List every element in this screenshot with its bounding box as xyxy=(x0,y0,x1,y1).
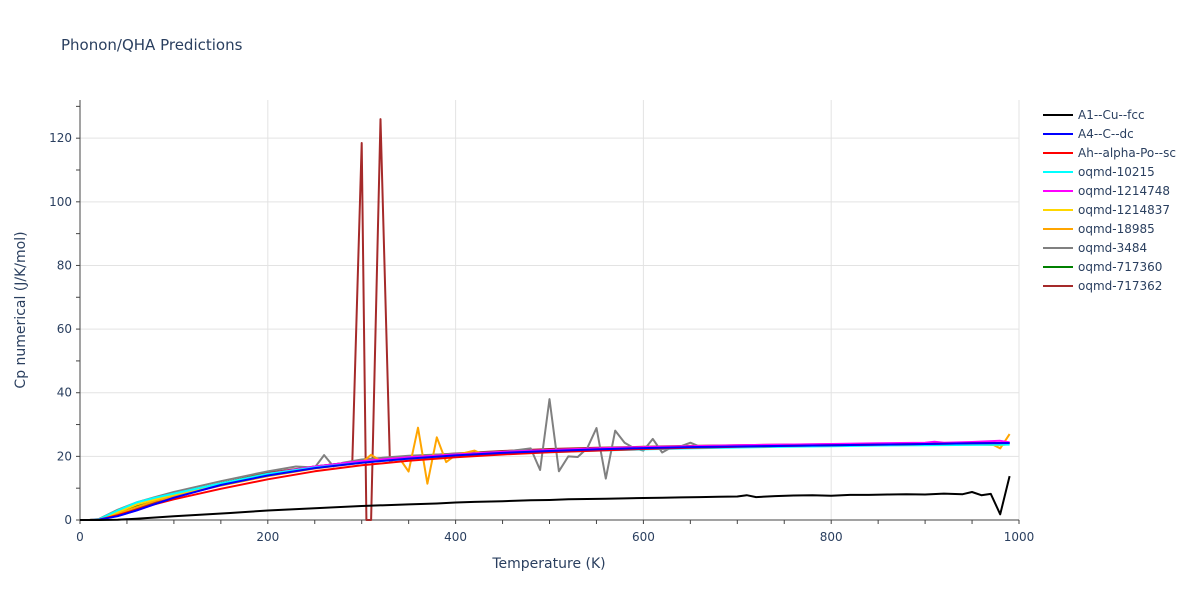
legend: A1--Cu--fcc A4--C--dc Ah--alpha-Po--sc oqmd… xyxy=(1043,108,1176,293)
grid xyxy=(80,100,1020,520)
y-tick-label: 60 xyxy=(57,322,72,336)
legend-label: oqmd-1214837 xyxy=(1078,203,1170,217)
series-line-oqmd-717362 xyxy=(80,118,1010,521)
x-tick-label: 600 xyxy=(632,530,655,544)
legend-item[interactable]: oqmd-717362 xyxy=(1043,279,1162,293)
y-tick-label: 100 xyxy=(49,195,72,209)
legend-item[interactable]: oqmd-717360 xyxy=(1043,260,1162,274)
y-tick-label: 80 xyxy=(57,258,72,272)
y-tick-label: 0 xyxy=(64,513,72,527)
legend-label: oqmd-18985 xyxy=(1078,222,1155,236)
y-tick-label: 40 xyxy=(57,386,72,400)
legend-item[interactable]: oqmd-10215 xyxy=(1043,165,1155,179)
y-tick-label: 120 xyxy=(49,131,72,145)
legend-label: oqmd-717362 xyxy=(1078,279,1162,293)
legend-item[interactable]: oqmd-1214837 xyxy=(1043,203,1170,217)
legend-label: oqmd-3484 xyxy=(1078,241,1147,255)
x-tick-label: 0 xyxy=(76,530,84,544)
x-axis-label: Temperature (K) xyxy=(491,556,605,572)
y-axis-label: Cp numerical (J/K/mol) xyxy=(13,231,29,388)
legend-item[interactable]: oqmd-1214748 xyxy=(1043,184,1170,198)
axes: 0 200 400 600 800 1000 0 20 40 60 80 100 120 xyxy=(49,100,1034,544)
legend-label: Ah--alpha-Po--sc xyxy=(1078,146,1176,160)
legend-item[interactable]: oqmd-18985 xyxy=(1043,222,1155,236)
series-group xyxy=(80,118,1011,521)
series-line-a1-cu-fcc xyxy=(80,475,1011,521)
x-tick-label: 1000 xyxy=(1004,530,1035,544)
legend-label: oqmd-1214748 xyxy=(1078,184,1170,198)
legend-item[interactable]: oqmd-3484 xyxy=(1043,241,1147,255)
x-tick-label: 200 xyxy=(256,530,279,544)
series-line-a4-c-dc xyxy=(80,442,1010,521)
y-tick-label: 20 xyxy=(57,449,72,463)
legend-label: oqmd-717360 xyxy=(1078,260,1162,274)
x-tick-label: 800 xyxy=(820,530,843,544)
legend-label: oqmd-10215 xyxy=(1078,165,1155,179)
chart-title: Phonon/QHA Predictions xyxy=(61,36,243,54)
legend-label: A4--C--dc xyxy=(1078,127,1134,141)
legend-item[interactable]: A1--Cu--fcc xyxy=(1043,108,1145,122)
legend-label: A1--Cu--fcc xyxy=(1078,108,1145,122)
series-line-oqmd-3484 xyxy=(80,398,1010,521)
x-tick-label: 400 xyxy=(444,530,467,544)
legend-item[interactable]: A4--C--dc xyxy=(1043,127,1134,141)
legend-item[interactable]: Ah--alpha-Po--sc xyxy=(1043,146,1176,160)
